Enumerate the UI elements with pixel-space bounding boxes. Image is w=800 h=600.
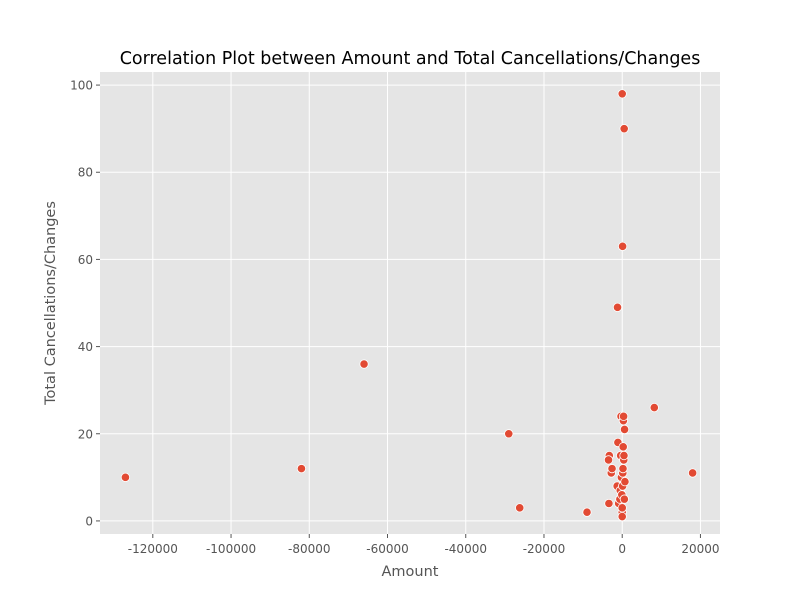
scatter-point: [607, 464, 617, 474]
scatter-point: [603, 455, 614, 465]
y-tick-label: 60: [78, 253, 93, 267]
x-tick-label: -60000: [366, 542, 409, 556]
x-tick-label: -20000: [523, 542, 566, 556]
y-tick-label: 100: [70, 79, 93, 93]
scatter-point: [618, 464, 628, 474]
scatter-point: [688, 468, 698, 478]
chart-title: Correlation Plot between Amount and Tota…: [120, 49, 701, 69]
scatter-point: [515, 503, 525, 513]
scatter-point: [649, 403, 659, 413]
data-points: [120, 89, 698, 522]
scatter-point: [617, 89, 627, 99]
y-axis: 0 20 40 60 80 100: [70, 79, 100, 528]
scatter-point: [617, 503, 627, 513]
scatter-point: [617, 511, 627, 522]
x-tick-label: -100000: [206, 542, 256, 556]
scatter-point: [618, 411, 629, 421]
y-tick-label: 40: [78, 340, 93, 354]
x-axis: -120000 -100000 -80000 -60000 -40000 -20000 0 2…: [128, 534, 720, 556]
x-tick-label: -40000: [444, 542, 487, 556]
x-tick-label: 20000: [681, 542, 719, 556]
grid-layer: [100, 72, 720, 534]
x-tick-label: -80000: [288, 542, 331, 556]
scatter-point: [617, 241, 628, 251]
y-tick-label: 0: [85, 514, 93, 528]
y-tick-label: 80: [78, 166, 93, 180]
x-axis-label: Amount: [382, 564, 439, 580]
scatter-point: [120, 472, 131, 482]
scatter-point: [619, 494, 629, 504]
scatter-point: [296, 464, 307, 474]
scatter-point: [612, 302, 623, 312]
scatter-point: [604, 498, 614, 509]
y-axis-label: Total Cancellations/Changes: [43, 201, 59, 406]
scatter-point: [618, 442, 628, 452]
scatter-point: [619, 124, 629, 134]
x-tick-label: -120000: [128, 542, 178, 556]
y-tick-label: 20: [78, 427, 93, 441]
scatter-point: [620, 477, 630, 487]
scatter-point: [359, 359, 369, 369]
x-tick-label: 0: [618, 542, 626, 556]
scatter-point: [619, 424, 630, 434]
plot-background: [100, 72, 720, 534]
scatter-point: [619, 450, 629, 461]
scatter-point: [504, 429, 514, 439]
scatter-point: [582, 507, 592, 517]
